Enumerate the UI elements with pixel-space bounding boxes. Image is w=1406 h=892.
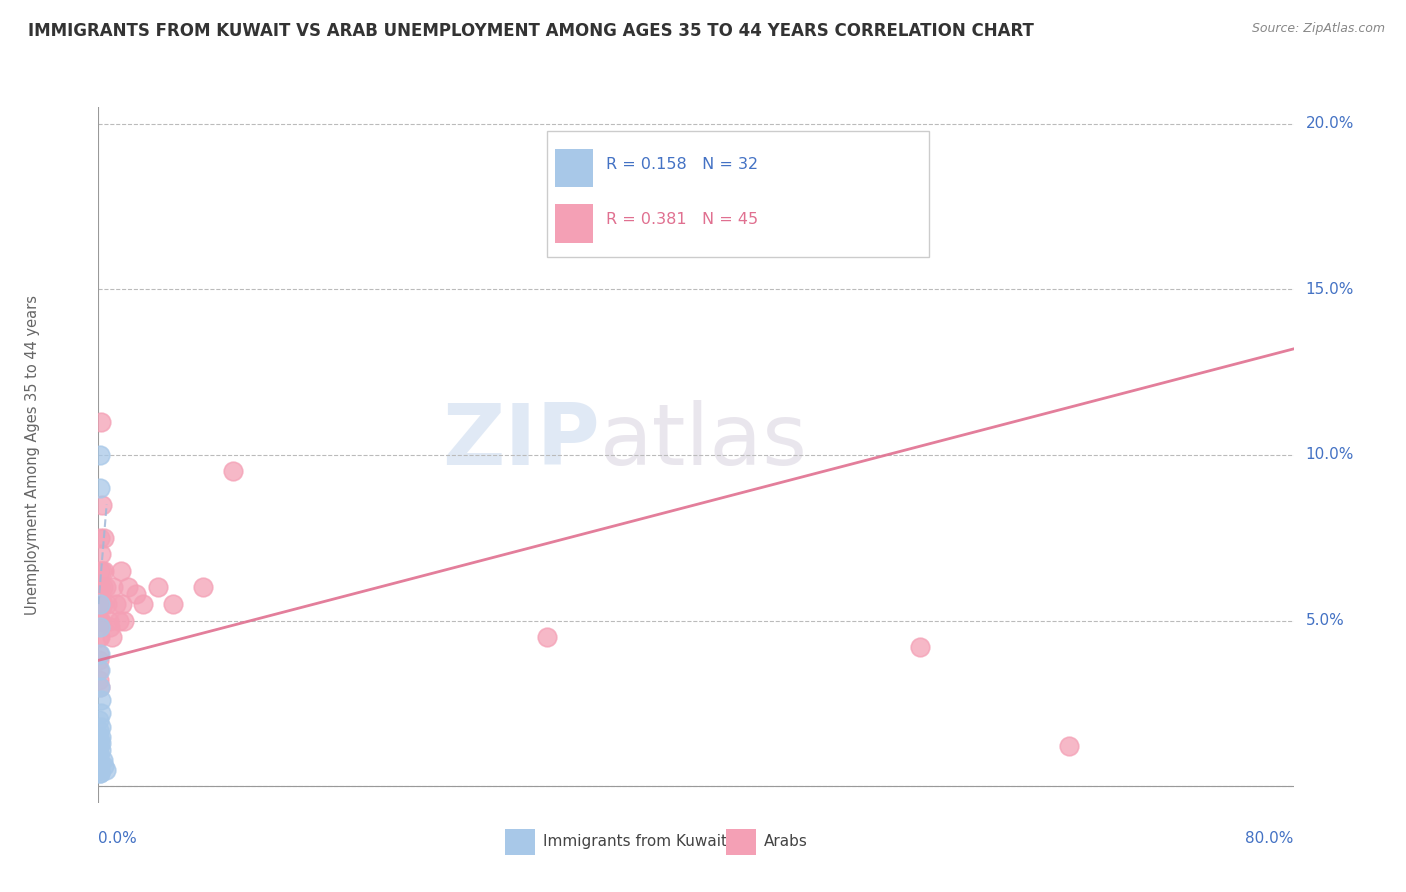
Point [91, 597, 114, 611]
Text: R = 0.158   N = 32: R = 0.158 N = 32 [606, 157, 758, 171]
Point [89, 693, 111, 707]
Text: 0.0%: 0.0% [98, 830, 138, 846]
Point [90, 706, 112, 721]
Point [90, 597, 112, 611]
Point [111, 597, 134, 611]
Text: 5.0%: 5.0% [1305, 613, 1344, 628]
Text: IMMIGRANTS FROM KUWAIT VS ARAB UNEMPLOYMENT AMONG AGES 35 TO 44 YEARS CORRELATIO: IMMIGRANTS FROM KUWAIT VS ARAB UNEMPLOYM… [28, 22, 1033, 40]
Point [89, 630, 111, 644]
Point [94, 581, 117, 595]
Point [89, 680, 111, 694]
Point [89, 753, 111, 767]
Point [91, 581, 114, 595]
Point [90, 415, 112, 429]
Text: R = 0.381   N = 45: R = 0.381 N = 45 [606, 212, 758, 227]
Point [132, 597, 155, 611]
Point [87, 730, 110, 744]
Point [89, 663, 111, 677]
Point [89, 448, 111, 462]
Point [87, 739, 110, 754]
Point [110, 564, 132, 578]
Point [89, 756, 111, 770]
Point [91, 753, 114, 767]
Text: ZIP: ZIP [443, 400, 600, 483]
Point [89, 763, 111, 777]
Text: 10.0%: 10.0% [1305, 448, 1354, 462]
Point [101, 630, 124, 644]
Text: Immigrants from Kuwait: Immigrants from Kuwait [543, 834, 727, 849]
Point [89, 647, 111, 661]
Point [98, 620, 122, 634]
Point [112, 614, 135, 628]
Point [97, 614, 120, 628]
Point [89, 620, 111, 634]
Point [89, 647, 111, 661]
Point [90, 720, 112, 734]
Point [89, 564, 111, 578]
Text: Arabs: Arabs [763, 834, 808, 849]
Text: Unemployment Among Ages 35 to 44 years: Unemployment Among Ages 35 to 44 years [25, 295, 41, 615]
Point [89, 653, 111, 667]
Point [90, 547, 112, 561]
Point [89, 680, 111, 694]
Point [91, 564, 114, 578]
Point [87, 746, 110, 760]
Point [89, 759, 111, 773]
Point [191, 581, 214, 595]
Point [96, 597, 118, 611]
Point [87, 581, 110, 595]
Point [105, 597, 128, 611]
Point [87, 723, 110, 737]
Point [89, 759, 111, 773]
Point [94, 763, 117, 777]
Point [87, 736, 110, 750]
Point [222, 465, 245, 479]
Bar [725, 829, 756, 855]
Point [89, 766, 111, 780]
FancyBboxPatch shape [547, 131, 929, 257]
Point [536, 630, 558, 644]
Text: atlas: atlas [600, 400, 808, 483]
Point [103, 581, 125, 595]
Point [89, 481, 111, 495]
Text: 15.0%: 15.0% [1305, 282, 1354, 297]
Point [90, 730, 112, 744]
Point [89, 531, 111, 545]
Point [90, 736, 112, 750]
Point [89, 756, 111, 770]
Point [90, 743, 112, 757]
Point [87, 713, 110, 727]
Point [89, 763, 111, 777]
Point [117, 581, 139, 595]
Point [89, 597, 111, 611]
Point [90, 614, 112, 628]
Point [93, 564, 115, 578]
Point [87, 614, 110, 628]
Point [89, 614, 111, 628]
Point [125, 587, 148, 601]
Point [89, 749, 111, 764]
Point [89, 673, 111, 688]
Point [93, 759, 115, 773]
Text: 80.0%: 80.0% [1246, 830, 1294, 846]
Text: Source: ZipAtlas.com: Source: ZipAtlas.com [1251, 22, 1385, 36]
Point [90, 498, 112, 512]
Point [89, 766, 111, 780]
Bar [555, 204, 593, 243]
Point [89, 663, 111, 677]
Text: 20.0%: 20.0% [1305, 116, 1354, 131]
Point [908, 640, 931, 654]
Point [148, 581, 170, 595]
Point [108, 614, 131, 628]
Point [87, 630, 110, 644]
Point [93, 531, 115, 545]
Bar [505, 829, 534, 855]
Point [162, 597, 184, 611]
Bar [555, 149, 593, 187]
Point [89, 597, 111, 611]
Point [89, 581, 111, 595]
Point [1059, 739, 1081, 754]
